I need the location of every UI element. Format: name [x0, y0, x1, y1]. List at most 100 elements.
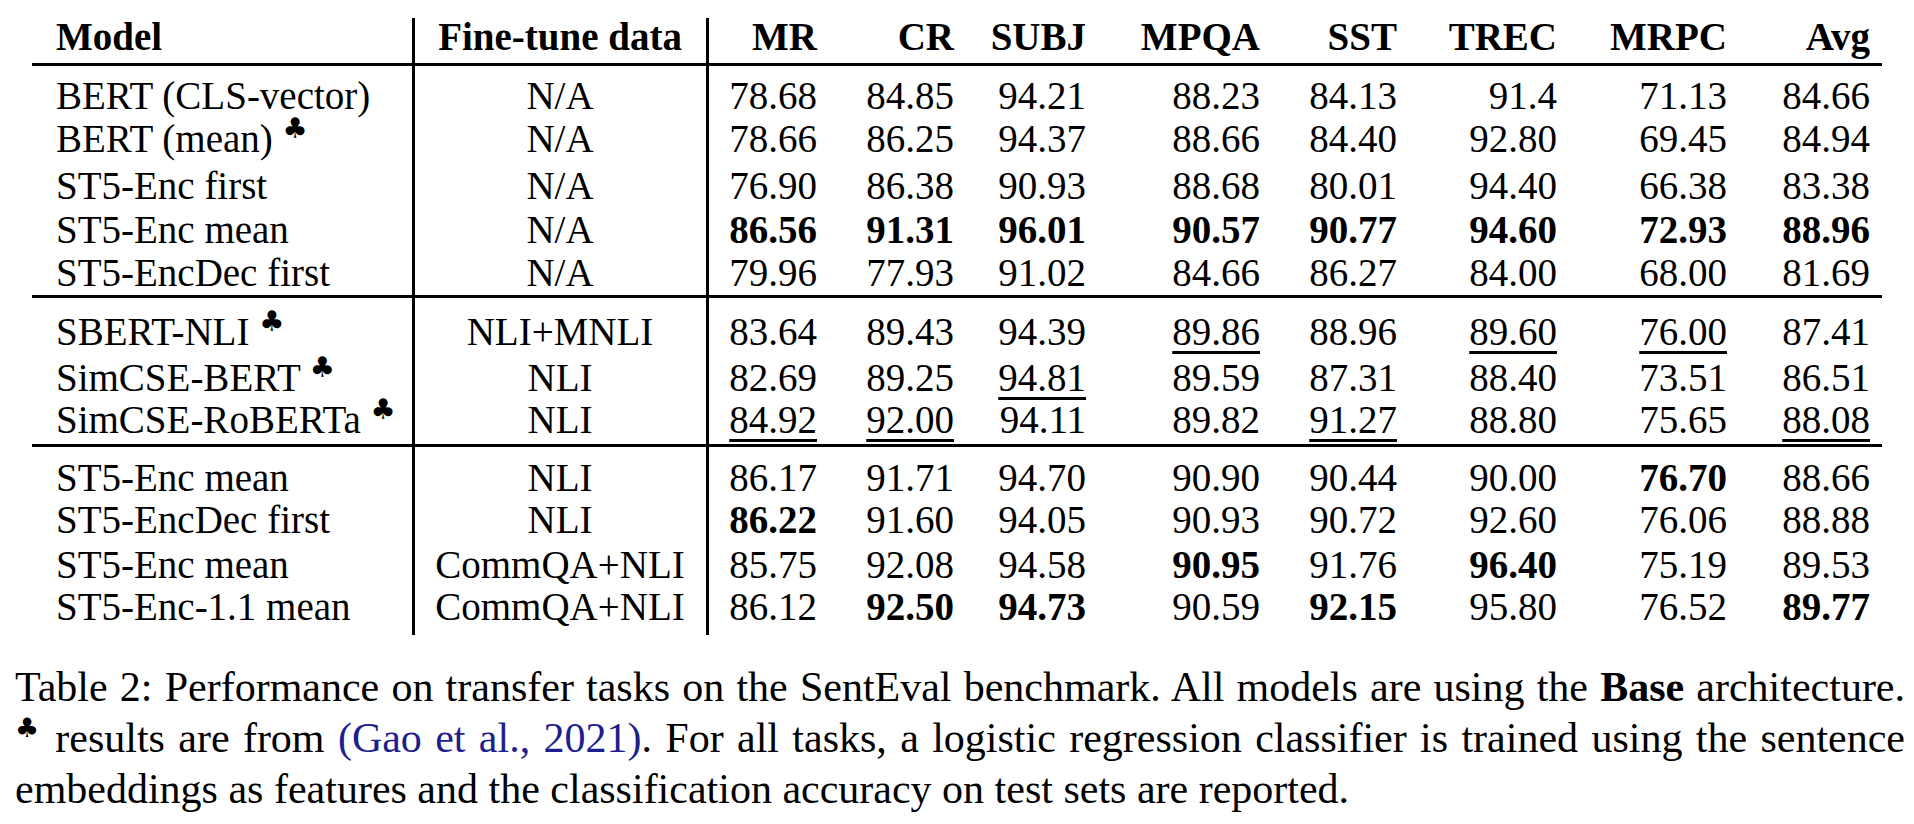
score-cell: 88.96	[1727, 205, 1870, 250]
score-cell: 79.96	[707, 250, 817, 297]
score-cell: 94.21	[954, 65, 1086, 115]
score-cell: 92.15	[1260, 583, 1397, 635]
score-cell: 92.50	[817, 583, 954, 635]
score-cell: 84.92	[707, 399, 817, 446]
score-cell: 94.70	[954, 446, 1086, 493]
score-cell: 90.72	[1260, 493, 1397, 538]
score-cell: 91.60	[817, 493, 954, 538]
table-row: BERT (mean) ♣N/A78.6686.2594.3788.6684.4…	[32, 115, 1882, 160]
table-row: SBERT-NLI ♣NLI+MNLI83.6489.4394.3989.868…	[32, 296, 1882, 354]
clubsuit-icon: ♣	[259, 305, 284, 338]
score-cell: 84.00	[1397, 250, 1557, 297]
spacer	[1870, 205, 1882, 250]
model-name: ST5-Enc first	[32, 160, 413, 205]
column-header-mrpc: MRPC	[1557, 18, 1727, 65]
column-header-subj: SUBJ	[954, 18, 1086, 65]
score-cell: 86.51	[1727, 354, 1870, 399]
score-cell: 88.88	[1727, 493, 1870, 538]
finetune-data: NLI	[413, 493, 707, 538]
caption-line-1: Table 2: Performance on transfer tasks o…	[15, 662, 1905, 713]
caption-text: architecture.	[1684, 664, 1905, 710]
citation-link[interactable]: (Gao et al., 2021)	[338, 715, 642, 761]
score-cell: 76.06	[1557, 493, 1727, 538]
caption-line-2: ♣ results are from (Gao et al., 2021). F…	[15, 713, 1905, 764]
finetune-data: CommQA+NLI	[413, 583, 707, 635]
spacer	[1870, 250, 1882, 297]
score-cell: 91.02	[954, 250, 1086, 297]
score-cell: 94.58	[954, 538, 1086, 583]
score-cell: 84.40	[1260, 115, 1397, 160]
score-cell: 91.31	[817, 205, 954, 250]
score-cell: 87.41	[1727, 296, 1870, 354]
score-cell: 84.94	[1727, 115, 1870, 160]
model-name: BERT (CLS-vector)	[32, 65, 413, 115]
score-cell: 84.13	[1260, 65, 1397, 115]
score-cell: 86.56	[707, 205, 817, 250]
score-cell: 96.40	[1397, 538, 1557, 583]
model-name: ST5-EncDec first	[32, 250, 413, 297]
score-cell: 90.77	[1260, 205, 1397, 250]
score-cell: 88.66	[1727, 446, 1870, 493]
score-cell: 94.40	[1397, 160, 1557, 205]
table-row: ST5-Enc-1.1 meanCommQA+NLI86.1292.5094.7…	[32, 583, 1882, 635]
table-row: ST5-Enc meanN/A86.5691.3196.0190.5790.77…	[32, 205, 1882, 250]
finetune-data: CommQA+NLI	[413, 538, 707, 583]
score-cell: 90.00	[1397, 446, 1557, 493]
score-cell: 68.00	[1557, 250, 1727, 297]
table-row: ST5-EncDec firstN/A79.9677.9391.0284.668…	[32, 250, 1882, 297]
score-cell: 88.08	[1727, 399, 1870, 446]
finetune-data: NLI	[413, 354, 707, 399]
score-cell: 90.93	[954, 160, 1086, 205]
score-cell: 89.86	[1086, 296, 1260, 354]
clubsuit-icon: ♣	[15, 712, 42, 743]
spacer	[1870, 65, 1882, 115]
score-cell: 91.4	[1397, 65, 1557, 115]
column-header-sst: SST	[1260, 18, 1397, 65]
score-cell: 85.75	[707, 538, 817, 583]
column-header-trec: TREC	[1397, 18, 1557, 65]
score-cell: 90.93	[1086, 493, 1260, 538]
model-name: ST5-Enc-1.1 mean	[32, 583, 413, 635]
score-cell: 86.38	[817, 160, 954, 205]
model-name: ST5-Enc mean	[32, 446, 413, 493]
clubsuit-icon: ♣	[283, 112, 308, 145]
score-cell: 94.60	[1397, 205, 1557, 250]
score-cell: 96.01	[954, 205, 1086, 250]
table-row: SimCSE-RoBERTa ♣NLI84.9292.0094.1189.829…	[32, 399, 1882, 446]
score-cell: 91.71	[817, 446, 954, 493]
column-header-avg: Avg	[1727, 18, 1870, 65]
table-block-2: SBERT-NLI ♣NLI+MNLI83.6489.4394.3989.868…	[32, 296, 1882, 446]
score-cell: 86.27	[1260, 250, 1397, 297]
score-cell: 88.68	[1086, 160, 1260, 205]
spacer	[1870, 354, 1882, 399]
model-name: BERT (mean) ♣	[32, 115, 413, 160]
clubsuit-icon: ♣	[371, 393, 396, 426]
finetune-data: N/A	[413, 205, 707, 250]
table-caption: Table 2: Performance on transfer tasks o…	[15, 662, 1905, 815]
score-cell: 71.13	[1557, 65, 1727, 115]
score-cell: 86.12	[707, 583, 817, 635]
score-cell: 66.38	[1557, 160, 1727, 205]
caption-text: . For all tasks, a logistic regression c…	[642, 715, 1906, 761]
table-row: ST5-Enc meanNLI86.1791.7194.7090.9090.44…	[32, 446, 1882, 493]
score-cell: 80.01	[1260, 160, 1397, 205]
score-cell: 69.45	[1557, 115, 1727, 160]
spacer	[1870, 493, 1882, 538]
score-cell: 92.60	[1397, 493, 1557, 538]
score-cell: 92.00	[817, 399, 954, 446]
score-cell: 86.22	[707, 493, 817, 538]
caption-bold-base: Base	[1600, 664, 1684, 710]
score-cell: 88.40	[1397, 354, 1557, 399]
score-cell: 77.93	[817, 250, 954, 297]
spacer	[1870, 296, 1882, 354]
column-header-mr: MR	[707, 18, 817, 65]
spacer	[1870, 160, 1882, 205]
score-cell: 88.66	[1086, 115, 1260, 160]
caption-text: embeddings as features and the classific…	[15, 766, 1349, 812]
score-cell: 90.44	[1260, 446, 1397, 493]
score-cell: 76.00	[1557, 296, 1727, 354]
score-cell: 94.37	[954, 115, 1086, 160]
caption-line-3: embeddings as features and the classific…	[15, 764, 1905, 815]
table-row: ST5-EncDec firstNLI86.2291.6094.0590.939…	[32, 493, 1882, 538]
table-block-3: ST5-Enc meanNLI86.1791.7194.7090.9090.44…	[32, 446, 1882, 635]
